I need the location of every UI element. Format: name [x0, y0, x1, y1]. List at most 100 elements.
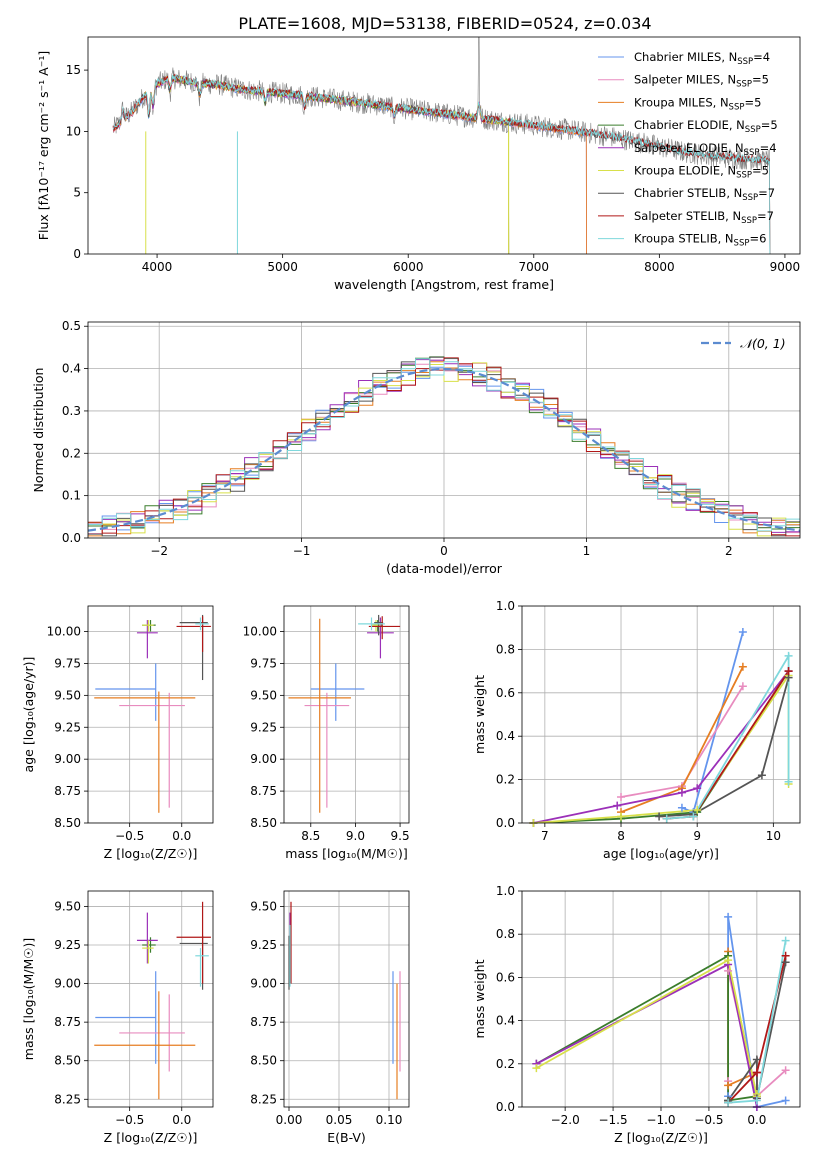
y-tick-label: 0.2 — [496, 1057, 515, 1071]
legend-label: Kroupa ELODIE, NSSP=5 — [634, 164, 769, 181]
axes-mass_vs_Z: −0.5 0.0 8.25 8.50 8.75 9.00 9.25 9.50 Z [log₁₀(… — [21, 890, 214, 1145]
weight-marker — [781, 951, 790, 960]
legend-label: Chabrier STELIB, NSSP=7 — [634, 186, 775, 203]
x-tick-label: −1.5 — [598, 1113, 627, 1127]
weight-marker — [738, 682, 747, 691]
y-axis-label: Normed distribution — [31, 368, 46, 493]
y-tick-label: 0.4 — [62, 362, 81, 376]
y-tick-label: 0.4 — [496, 1014, 515, 1028]
y-tick-label: 0.1 — [62, 489, 81, 503]
y-tick-label: 0.4 — [496, 729, 515, 743]
weight-marker — [757, 771, 766, 780]
legend-label: Salpeter MILES, NSSP=5 — [634, 73, 769, 90]
weight-marker — [662, 814, 671, 823]
weight-marker — [655, 812, 664, 821]
weight-marker — [693, 784, 702, 793]
x-tick-label: 0.00 — [276, 1113, 303, 1127]
x-tick-label: 9 — [693, 829, 701, 843]
weight-marker — [724, 912, 733, 921]
y-tick-label: 9.50 — [250, 688, 277, 702]
weight-marker — [738, 662, 747, 671]
axes-frame — [87, 36, 801, 255]
axes-frame — [521, 605, 801, 824]
y-tick-label: 8.50 — [54, 1054, 81, 1068]
y-tick-label: 5 — [73, 186, 81, 200]
errorbar-point-2 — [94, 991, 196, 1100]
errorbar-point-6 — [179, 935, 208, 990]
axes-residual_hist: −2 −1 0 1 2 0.0 0.1 0.2 0.3 0.4 0.5 (data-model)/er… — [31, 319, 801, 576]
errorbar-point-8 — [195, 948, 209, 987]
x-tick-label: 8 — [617, 829, 625, 843]
plot-area-mass_vs_Z — [88, 891, 213, 1107]
legend-label: Kroupa STELIB, NSSP=6 — [634, 232, 766, 249]
x-tick-label: 9000 — [770, 260, 801, 274]
x-tick-label: 0 — [440, 544, 448, 558]
y-tick-label: 0.3 — [62, 404, 81, 418]
x-tick-label: 2 — [725, 544, 733, 558]
errorbar-point-0 — [310, 663, 365, 721]
weight-marker — [617, 812, 626, 821]
weight-marker — [781, 1096, 790, 1105]
y-tick-label: 0.2 — [496, 773, 515, 787]
weight-marker — [724, 1098, 733, 1107]
errorbar-point-8 — [358, 617, 385, 631]
x-tick-label: 1 — [583, 544, 591, 558]
plot-area-age_vs_Z — [88, 606, 213, 823]
x-tick-label: −2 — [150, 544, 168, 558]
y-tick-label: 8.25 — [54, 1092, 81, 1106]
errorbar-point-7 — [368, 616, 401, 640]
x-tick-label: −0.5 — [694, 1113, 723, 1127]
y-tick-label: 10.00 — [243, 625, 277, 639]
weight-marker — [752, 1055, 761, 1064]
y-tick-label: 8.50 — [250, 816, 277, 830]
x-tick-label: 7 — [541, 829, 549, 843]
errorbar-point-5 — [142, 620, 154, 632]
y-tick-label: 9.50 — [54, 899, 81, 913]
legend-spectrum: Chabrier MILES, NSSP=4 Salpeter MILES, NS… — [598, 50, 778, 249]
x-tick-label: 0.05 — [326, 1113, 353, 1127]
legend-label: Chabrier MILES, NSSP=4 — [634, 50, 770, 67]
x-tick-label: 9.0 — [346, 829, 365, 843]
y-tick-label: 10.00 — [47, 625, 81, 639]
axes-spectrum: 4000 5000 6000 7000 8000 9000 0 5 10 15 wavelength… — [36, 36, 801, 292]
x-tick-label: −1.0 — [646, 1113, 675, 1127]
weight-line-8 — [666, 652, 790, 820]
errorbar-point-6 — [179, 614, 208, 681]
axes-frame — [521, 890, 801, 1108]
x-tick-label: 0.10 — [376, 1113, 403, 1127]
weight-marker — [781, 1066, 790, 1075]
weight-marker — [752, 1068, 761, 1077]
x-axis-label: wavelength [Angstrom, rest frame] — [334, 277, 554, 292]
axes-frame — [87, 321, 801, 539]
y-tick-label: 9.50 — [54, 688, 81, 702]
errorbar-point-7 — [176, 901, 211, 984]
plot-area-spectrum — [112, 37, 771, 254]
y-axis-label: age [log₁₀(age/yr)] — [21, 657, 36, 773]
x-tick-label: 8000 — [644, 260, 675, 274]
y-tick-label: 8.75 — [54, 1015, 81, 1029]
errorbar-point-7 — [176, 616, 211, 652]
y-tick-label: 0.2 — [62, 446, 81, 460]
y-tick-label: 9.00 — [54, 752, 81, 766]
x-axis-label: (data-model)/error — [386, 561, 503, 576]
y-tick-label: 0.0 — [62, 531, 81, 545]
y-tick-label: 9.25 — [250, 938, 277, 952]
plot-area-residual_hist — [88, 322, 800, 538]
figure-title: PLATE=1608, MJD=53138, FIBERID=0524, z=0… — [238, 14, 651, 33]
y-axis-label: mass [log₁₀(M/M☉)] — [21, 938, 36, 1060]
weight-marker — [784, 777, 793, 786]
spectrum-emission-spike — [477, 37, 481, 116]
errorbar-point-2 — [288, 618, 351, 813]
legend-label: Salpeter ELODIE, NSSP=4 — [634, 141, 777, 158]
y-tick-label: 0.0 — [496, 1100, 515, 1114]
y-tick-label: 9.00 — [250, 977, 277, 991]
x-tick-label: 9.5 — [391, 829, 410, 843]
y-tick-label: 9.00 — [250, 752, 277, 766]
weight-line-4 — [533, 670, 790, 823]
y-tick-label: 9.75 — [250, 656, 277, 670]
errorbar-point-1 — [119, 692, 185, 808]
y-tick-label: 9.25 — [54, 720, 81, 734]
y-tick-label: 8.25 — [250, 1092, 277, 1106]
y-tick-label: 9.75 — [54, 656, 81, 670]
weight-marker — [689, 812, 698, 821]
